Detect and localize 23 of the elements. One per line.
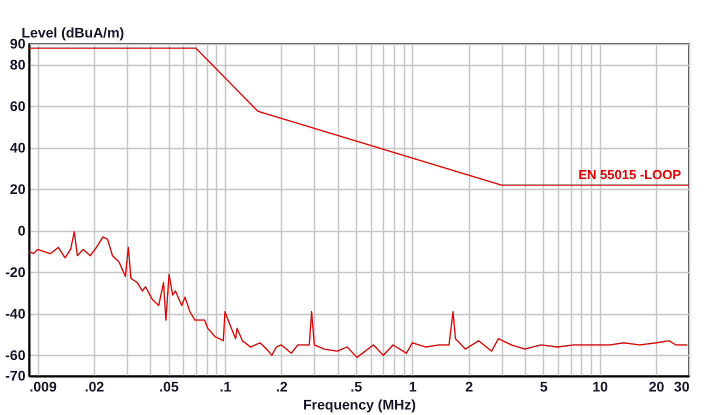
x-tick-label: .009: [30, 378, 57, 394]
y-tick-label: 80: [10, 56, 26, 72]
y-tick-label: 20: [10, 180, 26, 197]
y-tick-label: 0: [18, 222, 26, 238]
series-label: EN 55015 -LOOP: [578, 167, 682, 182]
y-tick-label: -60: [5, 346, 26, 363]
x-axis-title: Frequency (MHz): [303, 396, 416, 412]
x-tick-label: 20: [648, 378, 665, 394]
x-tick-label: 1: [408, 378, 417, 394]
x-tick-label: 10: [592, 378, 608, 394]
x-tick-label: .05: [159, 378, 179, 394]
y-tick-label: -40: [5, 305, 26, 322]
x-tick-label: .2: [276, 378, 288, 394]
y-tick-label: -70: [5, 368, 26, 384]
x-tick-label: 2: [465, 378, 474, 394]
x-tick-label: 5: [540, 378, 548, 394]
x-tick-label: .1: [220, 378, 232, 394]
y-tick-label: 60: [10, 98, 26, 114]
y-tick-label: -20: [5, 264, 26, 280]
x-tick-label: .02: [84, 378, 104, 394]
x-tick-label: 30: [674, 378, 690, 394]
y-tick-label: 40: [10, 139, 26, 156]
x-tick-label: .5: [350, 378, 362, 394]
